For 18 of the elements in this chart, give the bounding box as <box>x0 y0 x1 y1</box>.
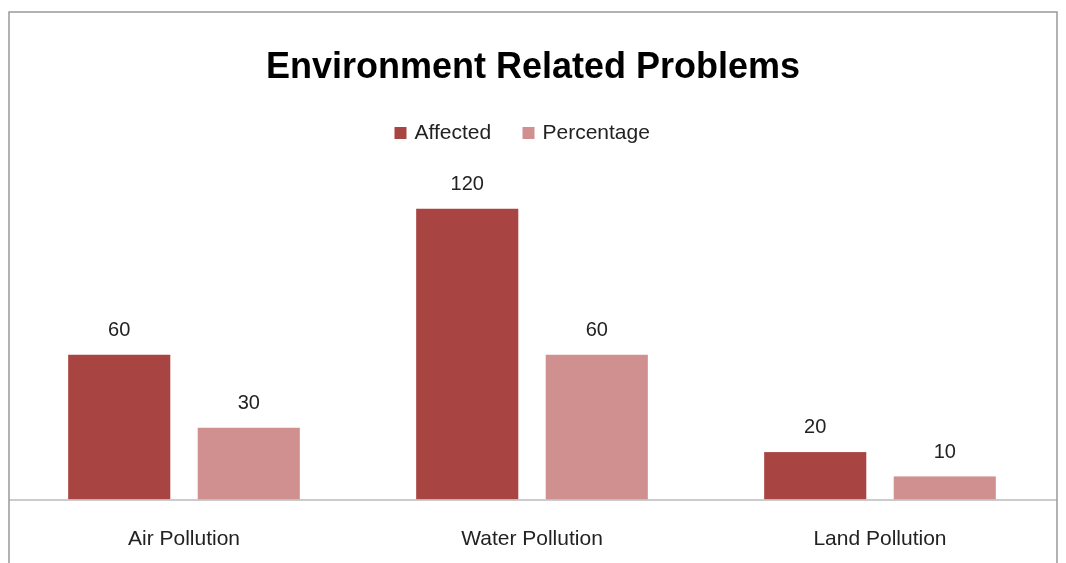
bar <box>544 353 650 501</box>
bar <box>892 474 998 501</box>
legend-label: Percentage <box>542 120 650 143</box>
x-tick-label: Water Pollution <box>461 526 603 549</box>
bar <box>66 353 172 501</box>
legend-label: Affected <box>414 120 492 143</box>
data-label: 60 <box>108 318 131 340</box>
bar <box>196 426 302 501</box>
x-tick-label: Land Pollution <box>813 526 947 549</box>
data-label: 30 <box>237 391 260 413</box>
data-label: 60 <box>585 318 608 340</box>
data-label: 20 <box>804 415 827 438</box>
x-tick-label: Air Pollution <box>127 526 241 549</box>
data-label: 120 <box>450 172 484 194</box>
data-label: 10 <box>933 439 956 462</box>
chart-title: Environment Related Problems <box>265 45 801 86</box>
bar <box>762 450 868 501</box>
bar <box>414 207 520 501</box>
